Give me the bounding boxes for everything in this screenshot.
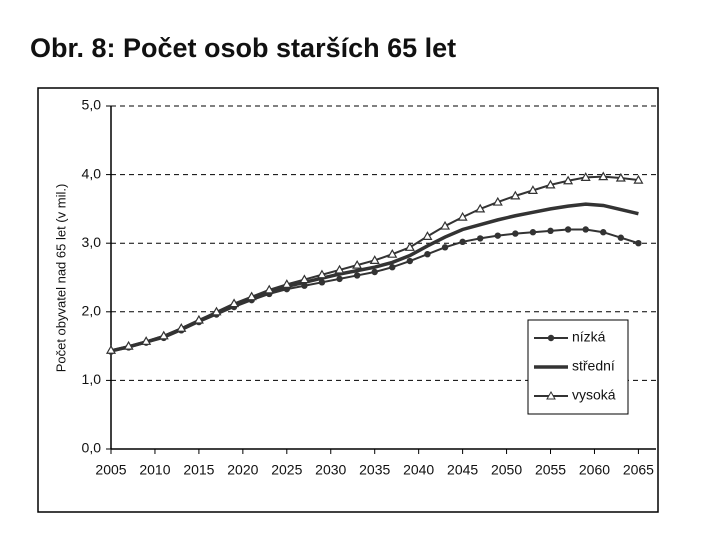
- x-tick-label: 2020: [227, 462, 258, 478]
- point: [545, 179, 556, 189]
- point: [529, 229, 537, 236]
- point: [406, 257, 414, 265]
- point: [318, 279, 326, 286]
- x-tick-label: 2065: [623, 462, 654, 478]
- x-tick-label: 2030: [315, 462, 346, 478]
- point: [598, 171, 609, 181]
- point: [439, 220, 451, 230]
- y-tick-label: 5,0: [82, 97, 102, 113]
- y-tick-label: 1,0: [82, 371, 102, 387]
- x-tick-label: 2035: [359, 462, 390, 478]
- legend-marker: [547, 334, 555, 342]
- point: [580, 172, 591, 181]
- point: [475, 203, 486, 213]
- point: [476, 235, 484, 242]
- legend-marker: [546, 390, 556, 400]
- point: [389, 264, 396, 271]
- point: [264, 284, 275, 294]
- chart-frame: [37, 87, 659, 513]
- point: [281, 279, 292, 288]
- legend-label: střední: [572, 358, 615, 374]
- point: [510, 190, 521, 200]
- point: [494, 232, 501, 239]
- x-tick-label: 2015: [183, 462, 214, 478]
- point: [193, 314, 204, 324]
- chart-title: Obr. 8: Počet osob starších 65 let: [30, 33, 456, 63]
- x-tick-label: 2005: [95, 462, 126, 478]
- y-tick-label: 0,0: [82, 440, 102, 456]
- point: [123, 340, 134, 350]
- point: [387, 248, 398, 258]
- point: [422, 231, 433, 240]
- x-tick-label: 2055: [535, 462, 566, 478]
- point: [105, 345, 117, 354]
- point: [527, 185, 538, 194]
- point: [316, 269, 328, 279]
- point: [617, 234, 625, 241]
- point: [457, 211, 468, 221]
- point: [600, 229, 607, 236]
- x-tick-label: 2060: [579, 462, 610, 478]
- point: [176, 323, 187, 332]
- point: [371, 268, 378, 276]
- point: [459, 238, 466, 246]
- point: [141, 336, 152, 345]
- point: [633, 174, 644, 184]
- y-tick-label: 2,0: [82, 303, 102, 319]
- point: [635, 240, 642, 247]
- point: [512, 230, 519, 237]
- point: [582, 226, 589, 233]
- point: [492, 196, 503, 206]
- y-tick-label: 4,0: [82, 165, 102, 181]
- point: [352, 259, 363, 269]
- point: [564, 226, 572, 233]
- point: [547, 227, 554, 235]
- point: [404, 242, 415, 251]
- point: [353, 272, 361, 279]
- point: [158, 330, 169, 340]
- point: [441, 244, 449, 251]
- y-axis-label: Počet obyvatel nad 65 let (v mil.): [53, 184, 68, 373]
- point: [229, 298, 240, 308]
- point: [424, 250, 431, 258]
- x-tick-label: 2040: [403, 462, 434, 478]
- point: [246, 291, 257, 301]
- point: [299, 274, 310, 284]
- legend-label: nízká: [572, 329, 606, 345]
- y-tick-label: 3,0: [82, 234, 102, 250]
- x-tick-label: 2010: [139, 462, 170, 478]
- point: [563, 175, 574, 185]
- x-tick-label: 2050: [491, 462, 522, 478]
- x-tick-label: 2045: [447, 462, 478, 478]
- legend-label: vysoká: [572, 387, 616, 403]
- x-tick-label: 2025: [271, 462, 302, 478]
- point: [336, 275, 343, 283]
- point: [369, 255, 380, 264]
- point: [211, 306, 222, 316]
- point: [615, 172, 626, 182]
- point: [334, 264, 345, 274]
